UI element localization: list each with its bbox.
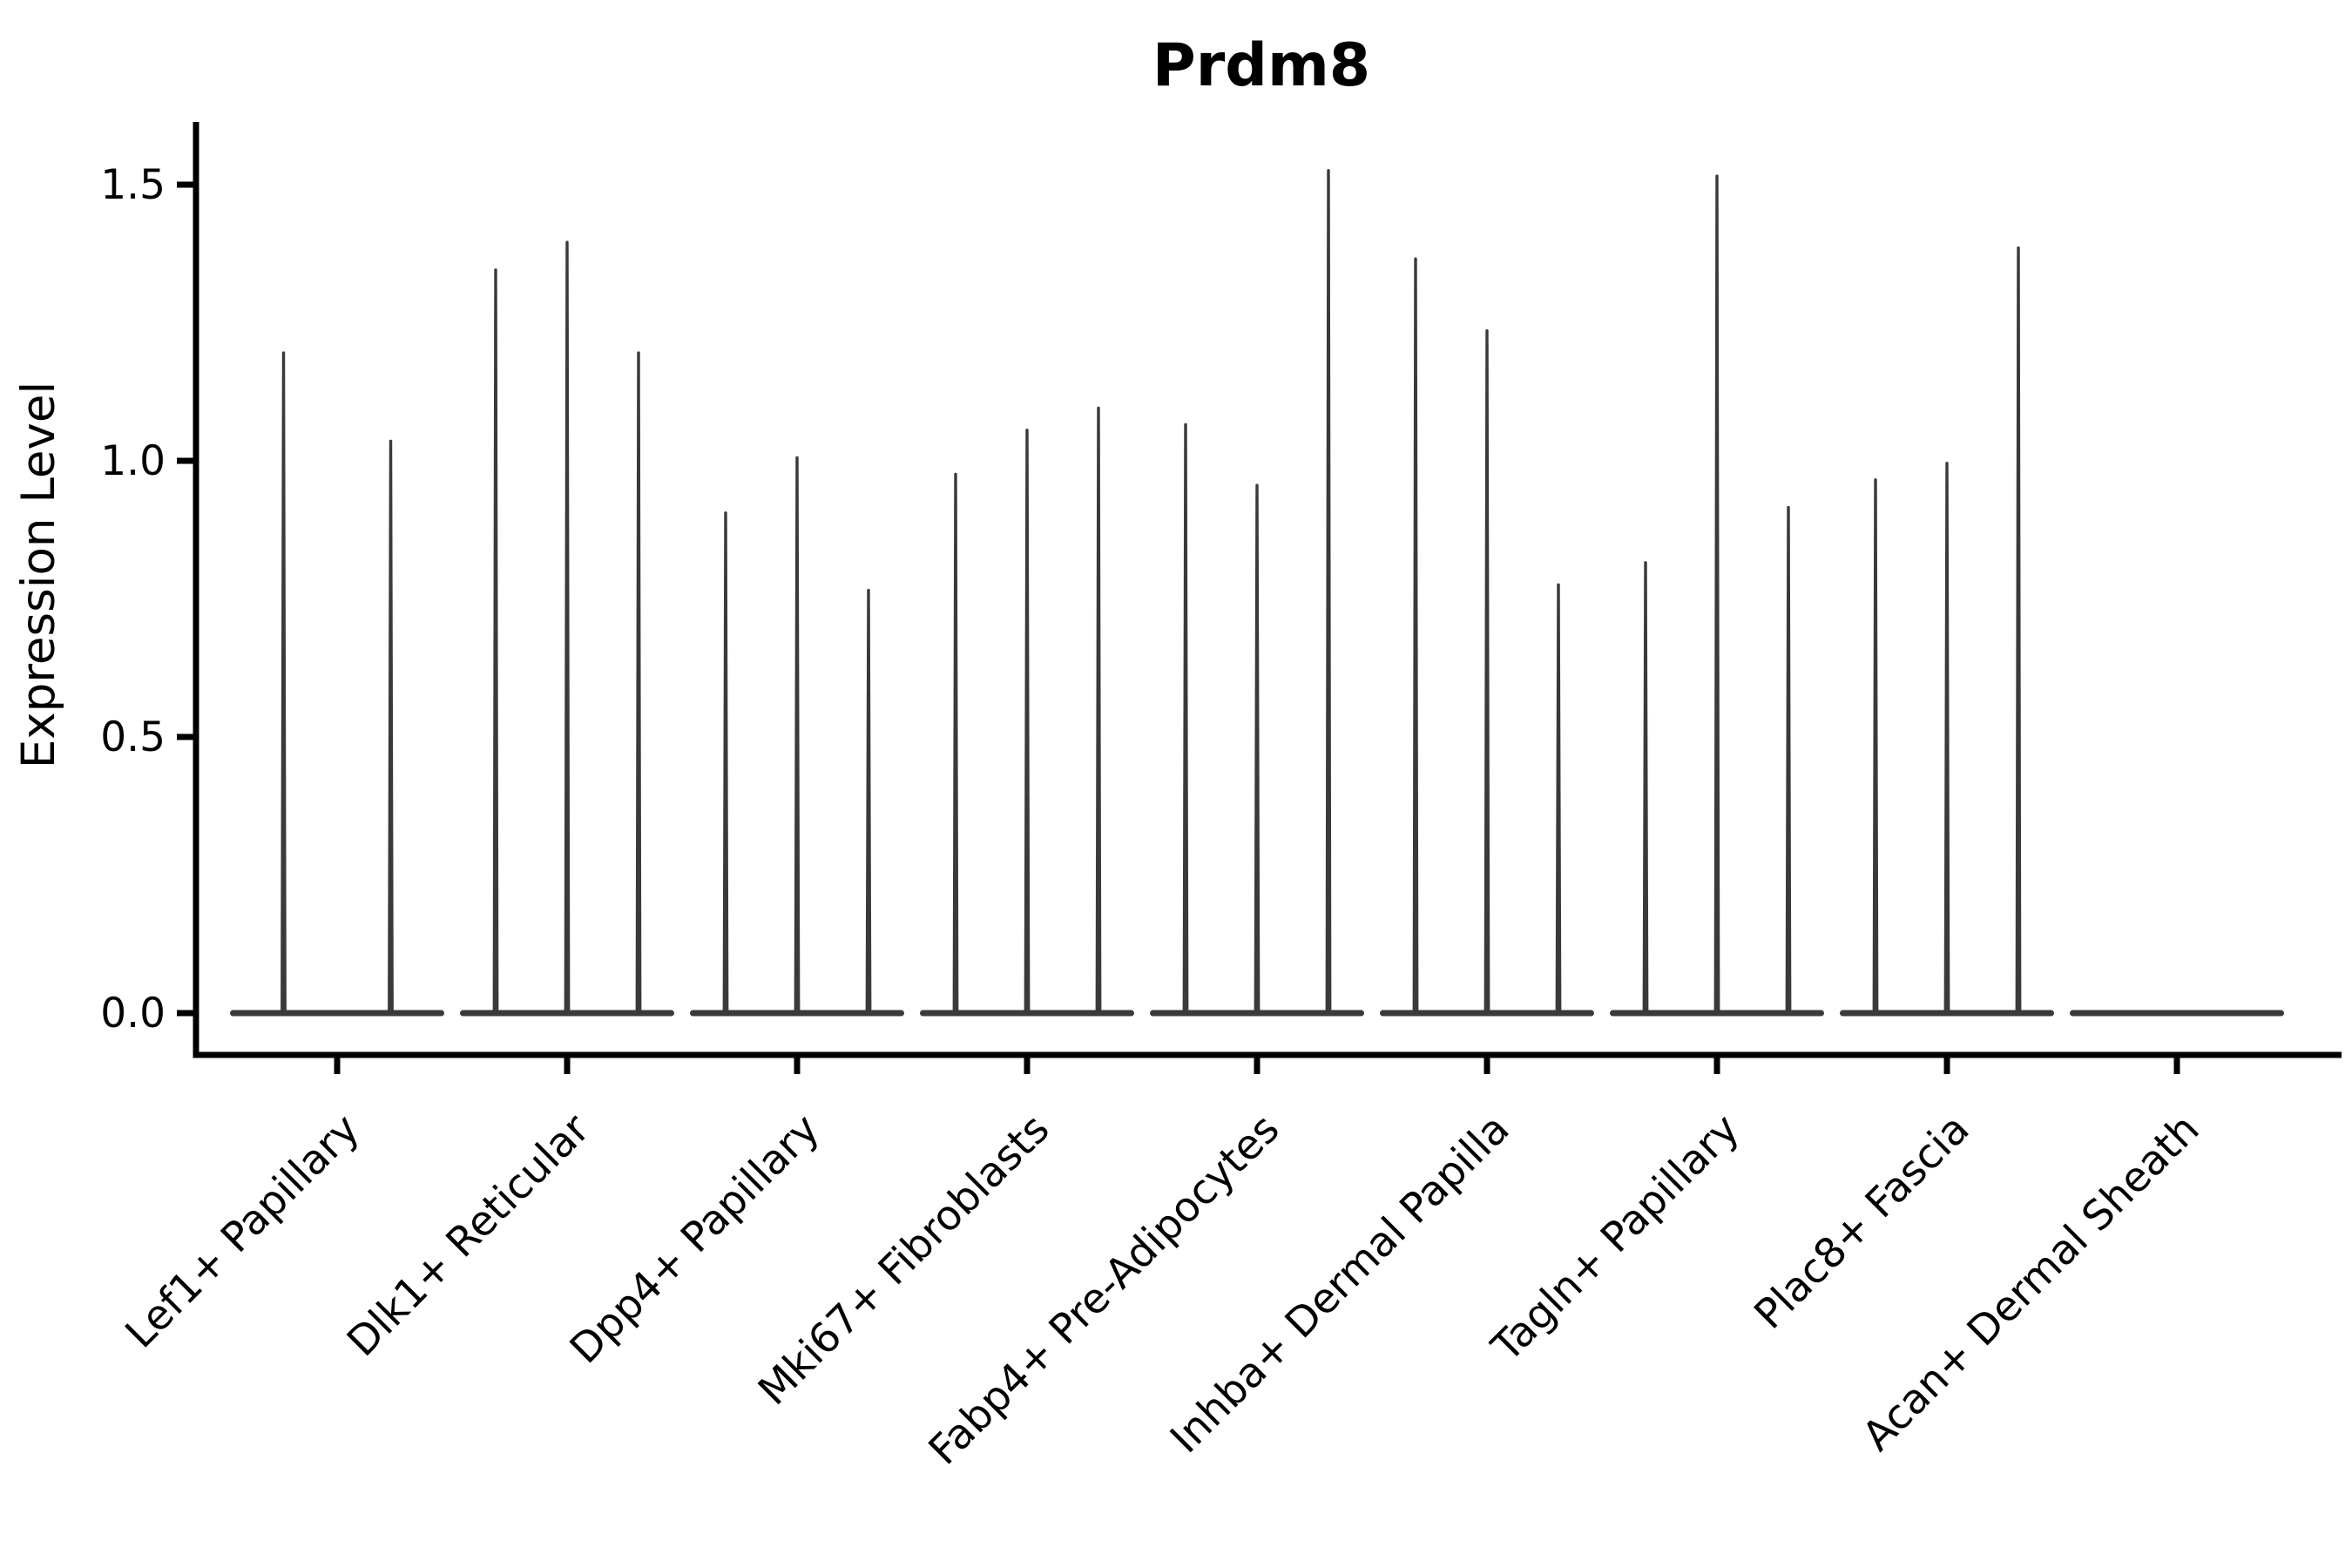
violin-needle — [1095, 406, 1102, 1016]
violin-needle — [1024, 428, 1031, 1016]
violin-needle — [1642, 561, 1649, 1015]
violin-needle — [2015, 246, 2022, 1015]
violin-base — [230, 1010, 444, 1017]
y-tick-label: 1.0 — [100, 437, 166, 485]
violin-needle — [492, 268, 499, 1016]
violin-needle — [722, 511, 729, 1015]
x-tick-label: Plac8+ Fascia — [1746, 1105, 1979, 1339]
violin-needle — [794, 456, 801, 1015]
x-tick-label: Lef1+ Papillary — [117, 1105, 369, 1358]
x-tick-label: Tagln+ Papillary — [1483, 1105, 1749, 1372]
chart-title: Prdm8 — [1152, 31, 1370, 100]
violin-needle — [635, 351, 642, 1015]
violin-needle — [1254, 483, 1260, 1015]
violin-needle — [564, 240, 571, 1015]
x-tick-label: Dlk1+ Reticular — [338, 1105, 599, 1366]
violin-needle — [1785, 505, 1792, 1015]
y-tick-label: 0.0 — [100, 990, 166, 1037]
violin-needle — [388, 439, 394, 1015]
violin-needle — [1412, 257, 1419, 1015]
violin-needle — [1943, 462, 1950, 1015]
violin-needle — [1713, 174, 1720, 1015]
x-tick-label: Dpp4+ Papillary — [561, 1105, 829, 1374]
y-tick-label: 0.5 — [100, 713, 166, 761]
violin-base — [2070, 1010, 2284, 1017]
violin-needle — [1182, 422, 1189, 1015]
violin-needle — [1872, 478, 1879, 1015]
violin-needle — [1325, 168, 1332, 1016]
violin-needle — [1555, 583, 1562, 1015]
violin-needle — [865, 588, 872, 1015]
y-axis-ticks: 0.0 0.5 1.0 1.5 — [100, 161, 196, 1037]
violin-needle — [952, 472, 959, 1015]
y-tick-label: 1.5 — [100, 161, 166, 209]
violin-needle — [1484, 328, 1490, 1016]
y-axis-label: Expression Level — [12, 382, 65, 768]
violin-needle — [280, 351, 287, 1015]
violins — [230, 168, 2284, 1017]
